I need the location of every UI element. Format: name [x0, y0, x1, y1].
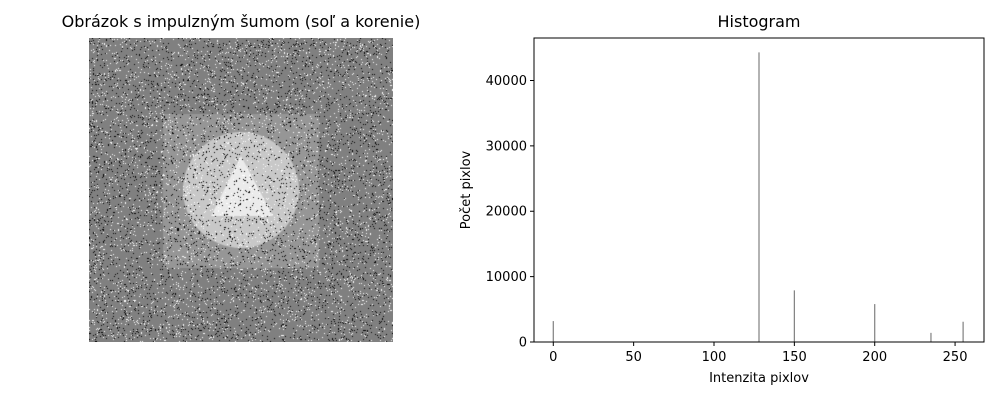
- plot-frame: [533, 37, 985, 343]
- histogram-bar-255: [962, 321, 964, 342]
- y-axis-label: Počet pixlov: [459, 150, 474, 229]
- noisy-image: [89, 38, 393, 342]
- histogram-bar-200: [874, 304, 876, 342]
- histogram-bar-0: [552, 321, 554, 342]
- histogram-bar-128: [758, 52, 760, 342]
- y-tick-label: 40000: [486, 74, 527, 89]
- x-tick-label: 200: [862, 350, 887, 365]
- y-tick-label: 0: [519, 336, 527, 351]
- x-axis-label: Intenzita pixlov: [709, 371, 809, 386]
- histogram-bars: [552, 52, 964, 342]
- histogram-bar-150: [793, 290, 795, 342]
- x-tick-label: 0: [549, 350, 557, 365]
- histogram-bar-235: [930, 332, 932, 342]
- x-tick-label: 50: [625, 350, 642, 365]
- y-tick-label: 20000: [486, 205, 527, 220]
- image-title: Obrázok s impulzným šumom (soľ a korenie…: [61, 12, 421, 31]
- y-tick-label: 10000: [486, 270, 527, 285]
- histogram-title: Histogram: [717, 12, 801, 31]
- y-tick-label: 30000: [486, 139, 527, 154]
- x-tick-label: 100: [702, 350, 727, 365]
- x-tick-label: 150: [782, 350, 807, 365]
- x-tick-label: 250: [943, 350, 968, 365]
- histogram-ticks: 0 50 100 150 200 250 0 10000 20000 30000 40000: [486, 74, 968, 365]
